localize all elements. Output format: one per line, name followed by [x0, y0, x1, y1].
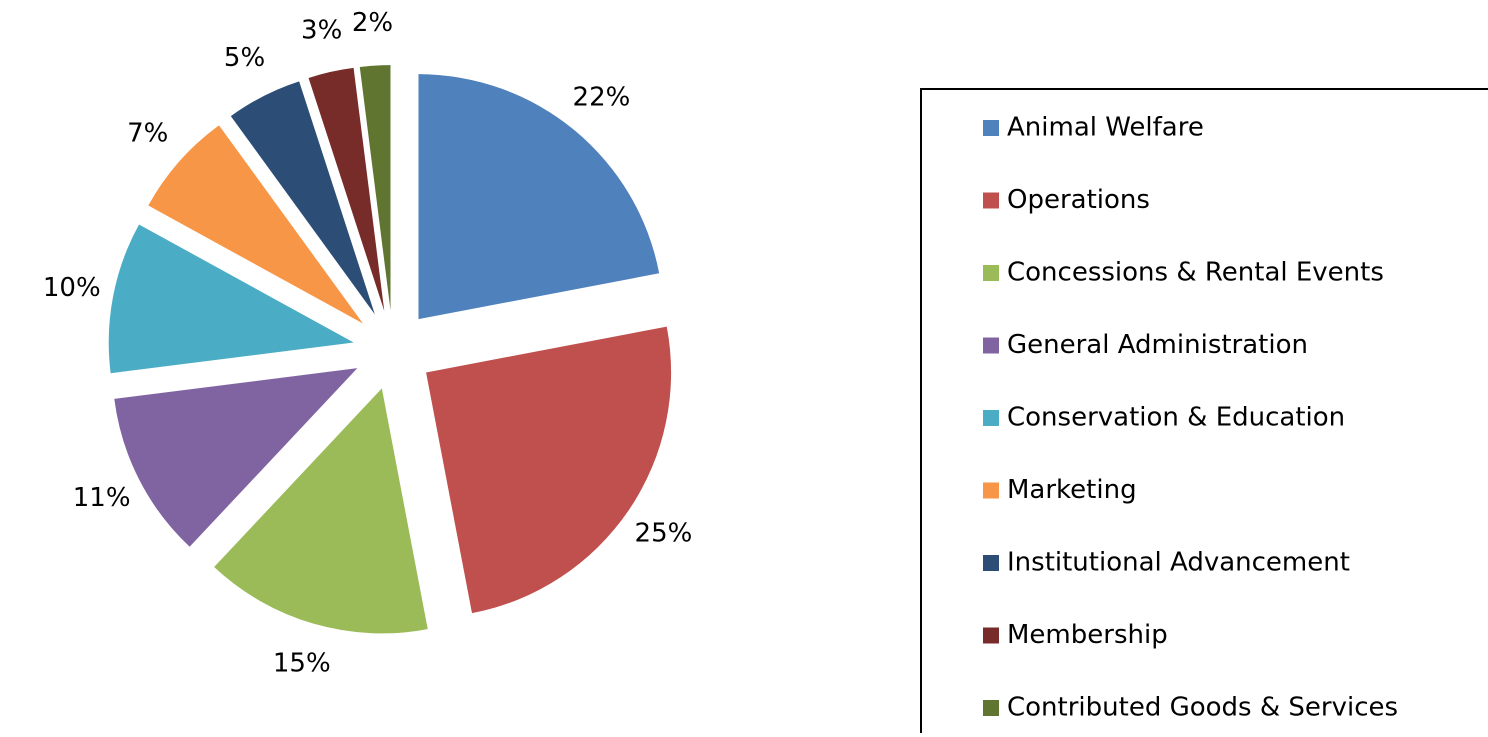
- legend-swatch: [983, 265, 999, 281]
- legend-label: Conservation & Education: [1007, 403, 1345, 433]
- legend-label: Marketing: [1007, 475, 1137, 505]
- legend-swatch: [983, 192, 999, 209]
- legend-swatch: [983, 482, 999, 499]
- legend-box: [920, 88, 1488, 737]
- legend-label: Membership: [1007, 620, 1168, 650]
- legend-label: General Administration: [1007, 330, 1308, 360]
- pie-slice: [230, 81, 375, 315]
- data-label: 2%: [352, 8, 393, 38]
- data-label: 22%: [573, 83, 631, 113]
- legend-swatch: [983, 700, 999, 716]
- pie-slice: [148, 125, 363, 324]
- pie-slice: [108, 224, 354, 374]
- legend-swatch: [983, 120, 999, 136]
- pie-slice: [308, 67, 385, 311]
- pie-slice: [359, 65, 391, 311]
- legend-label: Institutional Advancement: [1007, 548, 1350, 578]
- legend-label: Operations: [1007, 185, 1150, 215]
- pie-slice: [214, 388, 428, 634]
- data-label: 5%: [224, 43, 265, 73]
- legend-label: Animal Welfare: [1007, 113, 1204, 143]
- data-label: 10%: [43, 273, 101, 303]
- pie-slice: [418, 74, 660, 320]
- legend-label: Contributed Goods & Services: [1007, 693, 1398, 723]
- legend-swatch: [983, 410, 999, 426]
- data-label: 25%: [635, 518, 693, 548]
- pie-slice: [114, 368, 358, 547]
- legend-swatch: [983, 555, 999, 571]
- data-label: 3%: [301, 15, 342, 45]
- legend-swatch: [983, 627, 999, 644]
- data-label: 15%: [273, 649, 331, 679]
- data-label: 11%: [73, 483, 131, 513]
- legend-label: Concessions & Rental Events: [1007, 258, 1384, 288]
- data-label: 7%: [127, 118, 168, 148]
- legend-swatch: [983, 337, 999, 354]
- pie-slice: [426, 326, 672, 614]
